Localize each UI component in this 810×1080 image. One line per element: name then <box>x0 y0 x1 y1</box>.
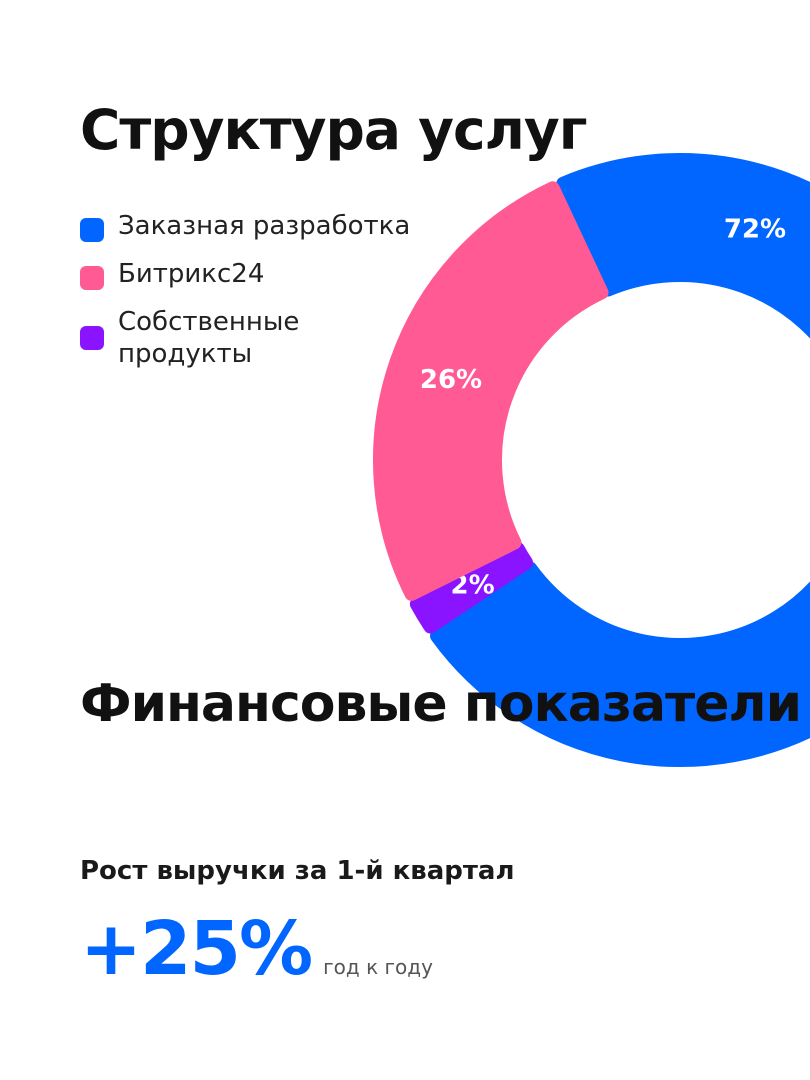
data-label-bitrix24: 26% <box>420 365 482 395</box>
growth-note: год к году <box>323 955 433 979</box>
growth-subtitle: Рост выручки за 1-й квартал <box>80 856 515 886</box>
page-title: Структура услуг <box>80 98 587 162</box>
legend-item-bitrix24: Битрикс24 <box>80 258 440 290</box>
chart-legend: Заказная разработка Битрикс24 Собственны… <box>80 210 440 386</box>
slice-own-products <box>409 541 534 634</box>
growth-value: +25% <box>80 906 313 992</box>
legend-swatch-purple <box>80 326 104 350</box>
legend-item-custom-dev: Заказная разработка <box>80 210 440 242</box>
legend-item-own-products: Собственные продукты <box>80 306 440 370</box>
legend-label: Заказная разработка <box>118 211 411 241</box>
slice-bitrix24 <box>373 181 609 601</box>
legend-label: Битрикс24 <box>118 259 265 289</box>
slice-custom-dev <box>429 153 810 767</box>
legend-swatch-pink <box>80 266 104 290</box>
legend-swatch-blue <box>80 218 104 242</box>
growth-stat: +25% год к году <box>80 912 433 986</box>
legend-label: Собственные продукты <box>118 307 300 369</box>
data-label-custom-dev: 72% <box>724 214 786 244</box>
section-title: Финансовые показатели <box>80 674 802 734</box>
